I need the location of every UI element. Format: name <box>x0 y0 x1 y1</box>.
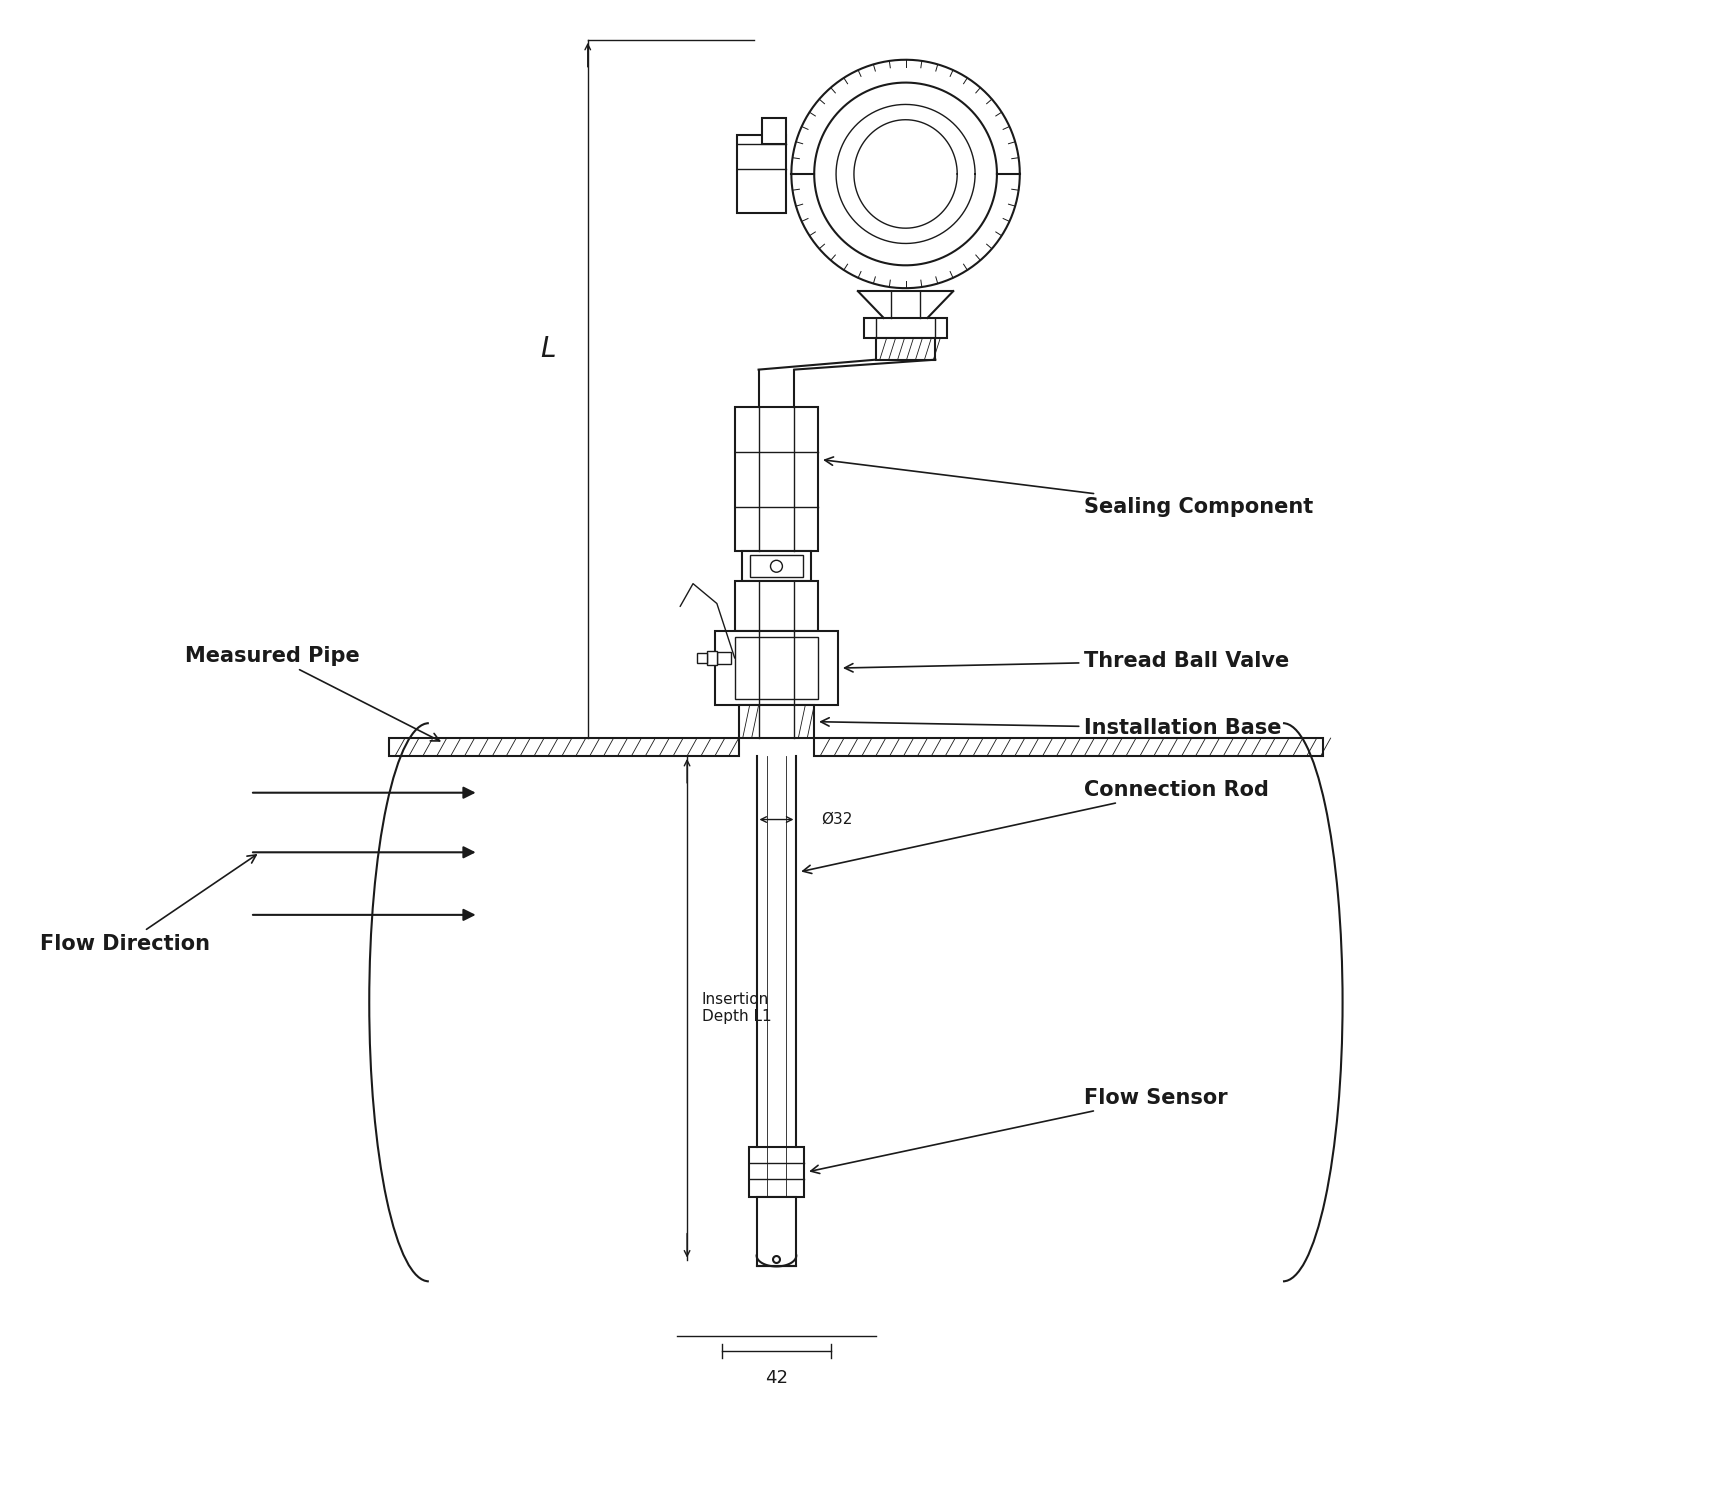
Bar <box>718 652 731 664</box>
Text: L: L <box>541 336 556 363</box>
Bar <box>750 555 804 578</box>
Text: 42: 42 <box>766 1370 788 1388</box>
Text: Thread Ball Valve: Thread Ball Valve <box>845 651 1289 672</box>
Bar <box>876 338 936 360</box>
Text: Flow Sensor: Flow Sensor <box>810 1088 1228 1173</box>
Bar <box>735 408 819 552</box>
Text: Insertion
Depth L1: Insertion Depth L1 <box>702 992 771 1024</box>
Text: Sealing Component: Sealing Component <box>824 458 1314 516</box>
Bar <box>735 638 819 699</box>
Bar <box>757 1197 797 1266</box>
Bar <box>814 738 1322 756</box>
Bar <box>390 738 738 756</box>
Bar <box>697 652 707 663</box>
Text: Ø32: Ø32 <box>821 812 853 826</box>
Bar <box>864 318 948 338</box>
Text: Flow Direction: Flow Direction <box>39 855 256 954</box>
Bar <box>742 552 810 580</box>
Text: Measured Pipe: Measured Pipe <box>184 645 440 741</box>
Text: Installation Base: Installation Base <box>821 718 1283 738</box>
Bar <box>737 135 786 213</box>
Bar <box>738 705 814 738</box>
Text: Connection Rod: Connection Rod <box>804 780 1269 873</box>
Bar <box>735 580 819 632</box>
Bar <box>749 1148 804 1197</box>
Bar <box>714 632 838 705</box>
Bar <box>762 118 786 144</box>
Bar <box>707 651 718 664</box>
